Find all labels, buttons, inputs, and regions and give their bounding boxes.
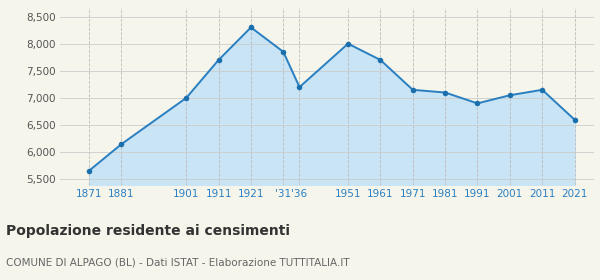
Point <box>343 41 353 46</box>
Point <box>116 142 126 146</box>
Point <box>278 50 288 54</box>
Point <box>473 101 482 106</box>
Point <box>214 58 223 62</box>
Point <box>181 96 191 100</box>
Text: COMUNE DI ALPAGO (BL) - Dati ISTAT - Elaborazione TUTTITALIA.IT: COMUNE DI ALPAGO (BL) - Dati ISTAT - Ela… <box>6 258 350 268</box>
Point <box>440 90 450 95</box>
Point <box>505 93 515 97</box>
Point <box>246 25 256 30</box>
Point <box>408 88 418 92</box>
Point <box>376 58 385 62</box>
Point <box>538 88 547 92</box>
Point <box>570 117 580 122</box>
Point <box>85 169 94 173</box>
Text: Popolazione residente ai censimenti: Popolazione residente ai censimenti <box>6 224 290 238</box>
Point <box>295 85 304 89</box>
